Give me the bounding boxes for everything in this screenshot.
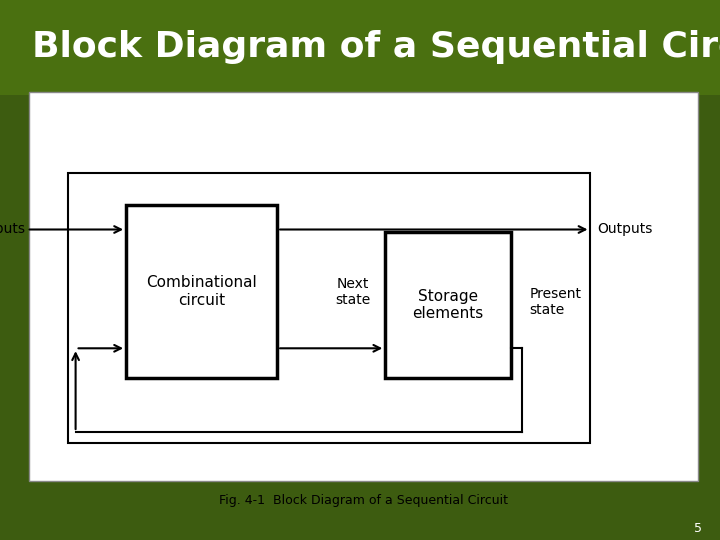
Bar bbox=[385, 232, 511, 378]
Bar bbox=[68, 173, 590, 443]
Bar bbox=[0, 0, 720, 94]
Text: Outputs: Outputs bbox=[598, 222, 653, 237]
Text: Combinational
circuit: Combinational circuit bbox=[146, 275, 257, 308]
Text: Next
state: Next state bbox=[336, 276, 370, 307]
Bar bbox=[29, 92, 698, 481]
Text: Storage
elements: Storage elements bbox=[413, 289, 484, 321]
Text: 5: 5 bbox=[694, 522, 702, 535]
Bar bbox=[126, 205, 277, 378]
Text: Inputs: Inputs bbox=[0, 222, 25, 237]
Text: Block Diagram of a Sequential Circuit: Block Diagram of a Sequential Circuit bbox=[32, 30, 720, 64]
Text: Present
state: Present state bbox=[529, 287, 581, 318]
Text: Fig. 4-1  Block Diagram of a Sequential Circuit: Fig. 4-1 Block Diagram of a Sequential C… bbox=[219, 494, 508, 507]
